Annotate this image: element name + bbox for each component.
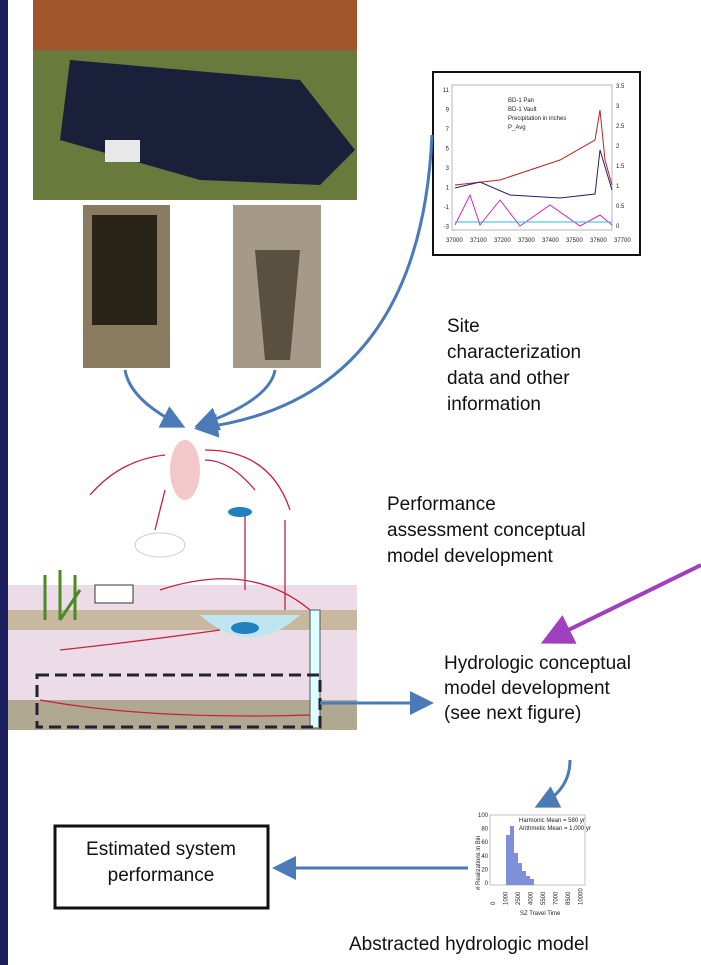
y2-tick-label: 3.5 xyxy=(616,84,625,90)
y-tick-label: 80 xyxy=(481,827,488,833)
x-tick-label: 4000 xyxy=(529,891,535,905)
x-tick-label: 8500 xyxy=(566,891,572,905)
purple-arrow xyxy=(548,565,701,640)
site-text: Site xyxy=(447,316,480,337)
x-tick-label: 7000 xyxy=(554,891,560,905)
slide: Abstracted hydrologic model Site characte… xyxy=(0,0,701,965)
y2-tick-label: 2.5 xyxy=(616,124,625,130)
x-tick-label: 37100 xyxy=(470,238,487,244)
legend-entry: BD-1 Pan xyxy=(508,98,534,104)
x-tick-label: 37000 xyxy=(446,238,463,244)
site-text: data and other xyxy=(447,368,570,389)
y-tick-label: 0 xyxy=(485,881,489,887)
caption: Abstracted hydrologic model xyxy=(349,934,589,955)
x-tick-label: 37300 xyxy=(518,238,535,244)
x-axis-label: SZ Travel Time xyxy=(520,911,561,917)
y-tick-label: -3 xyxy=(444,225,450,231)
x-tick-label: 37500 xyxy=(566,238,583,244)
site-text: information xyxy=(447,394,541,415)
y-tick-label: 11 xyxy=(443,88,450,94)
pa-text: model development xyxy=(387,546,554,567)
left-border xyxy=(0,0,8,965)
hydro-text: (see next figure) xyxy=(444,703,581,724)
x-tick-label: 1000 xyxy=(504,891,510,905)
y-tick-label: 60 xyxy=(481,840,488,846)
landfill-photo xyxy=(33,0,357,200)
y2-tick-label: 0.5 xyxy=(616,204,625,210)
y-tick-label: 100 xyxy=(478,813,489,819)
conceptual-model xyxy=(8,427,357,730)
y2-tick-label: 1.5 xyxy=(616,164,625,170)
x-tick-label: 10000 xyxy=(579,888,585,905)
site-text: characterization xyxy=(447,342,581,363)
x-tick-label: 37200 xyxy=(494,238,511,244)
note: Arithmetic Mean = 1,000 yr xyxy=(519,826,591,832)
x-tick-label: 0 xyxy=(491,901,497,905)
x-tick-label: 2500 xyxy=(516,891,522,905)
trench-photo xyxy=(83,205,170,368)
x-tick-label: 37400 xyxy=(542,238,559,244)
x-tick-label: 5500 xyxy=(541,891,547,905)
pit-photo xyxy=(233,205,321,368)
legend-entry: Precipitation in inches xyxy=(508,116,566,122)
y-tick-label: 20 xyxy=(481,867,488,873)
box-text: Estimated system xyxy=(86,839,236,860)
hydro-text: Hydrologic conceptual xyxy=(444,653,631,674)
hydro-text: model development xyxy=(444,678,611,699)
y-tick-label: 40 xyxy=(481,854,488,860)
note: Harmonic Mean = 580 yr xyxy=(519,818,585,824)
legend-entry: P_Avg xyxy=(508,125,526,131)
box-text: performance xyxy=(108,865,215,886)
inset-time-series xyxy=(433,72,640,255)
legend-entry: BD-1 Vault xyxy=(508,107,537,113)
pa-text: Performance xyxy=(387,494,496,515)
y-tick-label: -1 xyxy=(444,205,450,211)
pa-text: assessment conceptual xyxy=(387,520,586,541)
x-tick-label: 37700 xyxy=(614,238,631,244)
x-tick-label: 37600 xyxy=(590,238,607,244)
